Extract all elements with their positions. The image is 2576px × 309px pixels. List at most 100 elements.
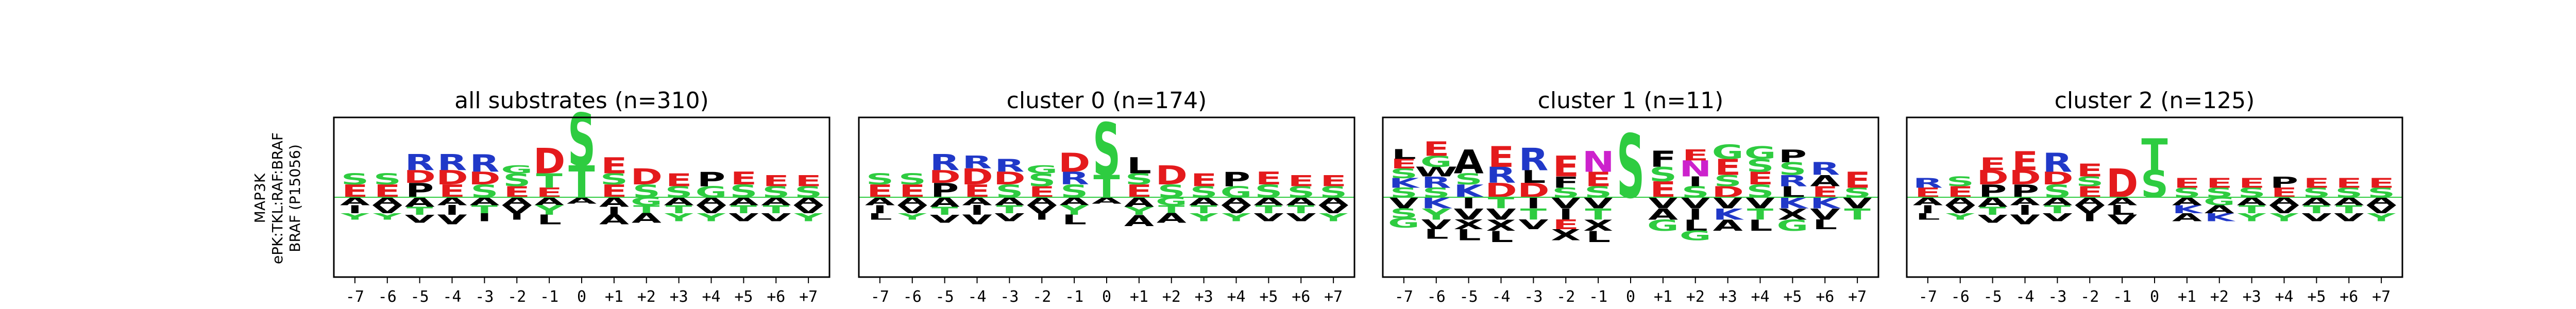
- logo-letter-below-12-1: T: [2303, 203, 2330, 216]
- logo-letter-below-3-3: L: [1489, 228, 1514, 246]
- x-tick-label: +1: [2178, 288, 2196, 306]
- logo-letter-above-8-1: S: [1649, 163, 1677, 186]
- logo-letter-above-6-0: E: [536, 185, 562, 201]
- logo-letter-above-9-1: E: [2206, 176, 2232, 191]
- logo-letter-below-8-1: Y: [1124, 205, 1154, 218]
- logo-letter-below-1-2: Y: [1945, 211, 1975, 221]
- logo-letter-above-5-2: E: [2077, 160, 2103, 181]
- logo-letter-above-11-0: E: [2271, 185, 2297, 201]
- logo-letter-above-8-1: E: [2174, 176, 2200, 191]
- logo-letter-below-1-2: V: [1421, 217, 1452, 233]
- x-tick-label: -1: [540, 288, 558, 306]
- x-tick-label: -2: [1032, 288, 1051, 306]
- logo-letter-above-0-0: S: [1390, 185, 1418, 201]
- x-tick-label: +5: [2307, 288, 2326, 306]
- logo-letter-above-2-1: D: [403, 167, 435, 187]
- x-tick-label: -4: [968, 288, 986, 306]
- logo-letter-above-8-0: E: [1650, 177, 1676, 202]
- logo-letter-above-13-2: R: [1810, 159, 1840, 179]
- logo-letter-above-9-2: N: [1679, 157, 1711, 182]
- logo-letter-below-13-1: T: [1288, 203, 1315, 216]
- logo-letter-below-3-1: I: [445, 203, 460, 218]
- logo-letter-below-1-1: V: [1945, 203, 1976, 216]
- logo-letter-above-5-0: E: [504, 183, 530, 201]
- logo-letter-below-11-1: V: [696, 203, 726, 216]
- logo-letter-above-0-2: S: [1390, 166, 1418, 182]
- logo-letter-above-10-0: S: [1190, 183, 1218, 201]
- logo-letter-below-13-2: V: [1286, 211, 1316, 224]
- logo-letter-above-8-0: E: [601, 181, 627, 202]
- logo-letter-above-4-0: S: [995, 181, 1023, 202]
- logo-letter-above-3-2: E: [2012, 146, 2038, 177]
- logo-letter-above-1-4: E: [1423, 138, 1449, 161]
- logo-letter-above-12-0: S: [1255, 181, 1282, 202]
- logo-letter-above-14-1: E: [1844, 167, 1870, 193]
- logo-letter-above-0-1: K: [1389, 176, 1421, 191]
- logo-letter-below-6-1: Y: [1060, 203, 1090, 218]
- logo-letter-above-3-1: D: [961, 164, 993, 190]
- x-tick-label: -7: [1395, 288, 1413, 306]
- logo-letter-below-6-1: L: [2110, 203, 2134, 218]
- x-tick-label: -6: [1427, 288, 1446, 306]
- logo-letter-above-9-0: S: [1682, 183, 1709, 201]
- logo-letter-above-3-1: D: [2009, 167, 2041, 190]
- logo-letter-above-11-1: P: [2270, 174, 2298, 191]
- x-tick-label: +5: [1783, 288, 1802, 306]
- logo-panels: all substrates (n=310)ESESPDREDRSDRESGET…: [333, 88, 2403, 306]
- logo-letter-above-8-1: S: [1125, 170, 1153, 188]
- logo-letter-above-2-1: D: [928, 167, 960, 187]
- logo-letter-below-1-2: Y: [897, 211, 927, 221]
- logo-letter-below-5-2: I: [510, 211, 524, 221]
- logo-letter-above-4-0: S: [470, 181, 498, 202]
- logo-letter-above-0-1: S: [866, 170, 894, 188]
- logo-letter-above-6-1: T: [536, 170, 563, 193]
- logo-letter-above-5-1: S: [2076, 174, 2104, 190]
- logo-letter-above-10-1: S: [1714, 172, 1742, 190]
- logo-letter-below-0-1: S: [1390, 206, 1418, 221]
- logo-letter-below-8-1: K: [2172, 203, 2204, 216]
- logo-letter-above-14-0: S: [1319, 183, 1347, 201]
- x-tick-label: +3: [1195, 288, 1213, 306]
- logo-letter-below-11-2: L: [1748, 217, 1773, 234]
- logo-letter-above-12-0: L: [1780, 183, 1805, 201]
- logo-letter-below-14-1: V: [2366, 203, 2397, 216]
- x-tick-label: +6: [1292, 288, 1310, 306]
- logo-letter-below-5-2: I: [2082, 211, 2097, 224]
- logo-letter-below-8-2: A: [2172, 211, 2202, 224]
- logo-letter-below-9-1: T: [1158, 203, 1185, 216]
- x-tick-label: +3: [670, 288, 688, 306]
- logo-letter-above-3-0: D: [1485, 179, 1517, 202]
- x-tick-label: -5: [1984, 288, 2002, 306]
- logo-letter-below-13-1: V: [1810, 205, 1840, 223]
- logo-letter-below-7-0: A: [1092, 195, 1122, 205]
- logo-letter-below-11-1: V: [2269, 203, 2299, 216]
- logo-letter-below-13-2: L: [1812, 217, 1837, 233]
- logo-letter-below-12-2: V: [1253, 211, 1284, 224]
- x-tick-label: +6: [1816, 288, 1834, 306]
- logo-letter-below-6-2: V: [2107, 213, 2138, 228]
- logo-letter-below-14-2: Y: [2367, 211, 2396, 224]
- logo-letter-above-12-1: E: [2303, 176, 2330, 191]
- logo-letter-below-12-2: V: [2301, 211, 2332, 224]
- logo-letter-below-3-1: I: [970, 203, 985, 218]
- logo-letter-above-2-2: R: [405, 150, 435, 175]
- logo-panel-0: all substrates (n=310)ESESPDREDRSDRESGET…: [333, 88, 831, 306]
- logo-letter-above-4-1: D: [993, 168, 1025, 189]
- logo-letter-below-4-2: I: [477, 211, 492, 224]
- logo-letter-above-1-2: W: [1415, 165, 1458, 180]
- logo-letter-below-4-1: T: [996, 203, 1023, 216]
- logo-letter-below-0-2: L: [1916, 211, 1940, 221]
- x-tick-label: -4: [1492, 288, 1510, 306]
- x-tick-label: +4: [1751, 288, 1769, 306]
- logo-letter-above-7-1: S: [568, 98, 596, 182]
- logo-letter-above-1-1: S: [1946, 174, 1974, 190]
- x-tick-label: -3: [2048, 288, 2066, 306]
- logo-letter-below-10-1: T: [666, 203, 692, 216]
- x-tick-label: -7: [1919, 288, 1937, 306]
- logo-letter-below-14-2: Y: [1319, 211, 1348, 224]
- logo-letter-above-3-1: R: [1486, 163, 1516, 188]
- logo-letter-above-1-1: S: [374, 170, 401, 188]
- x-tick-label: -2: [1556, 288, 1575, 306]
- logo-letter-below-2-1: T: [1979, 205, 2006, 218]
